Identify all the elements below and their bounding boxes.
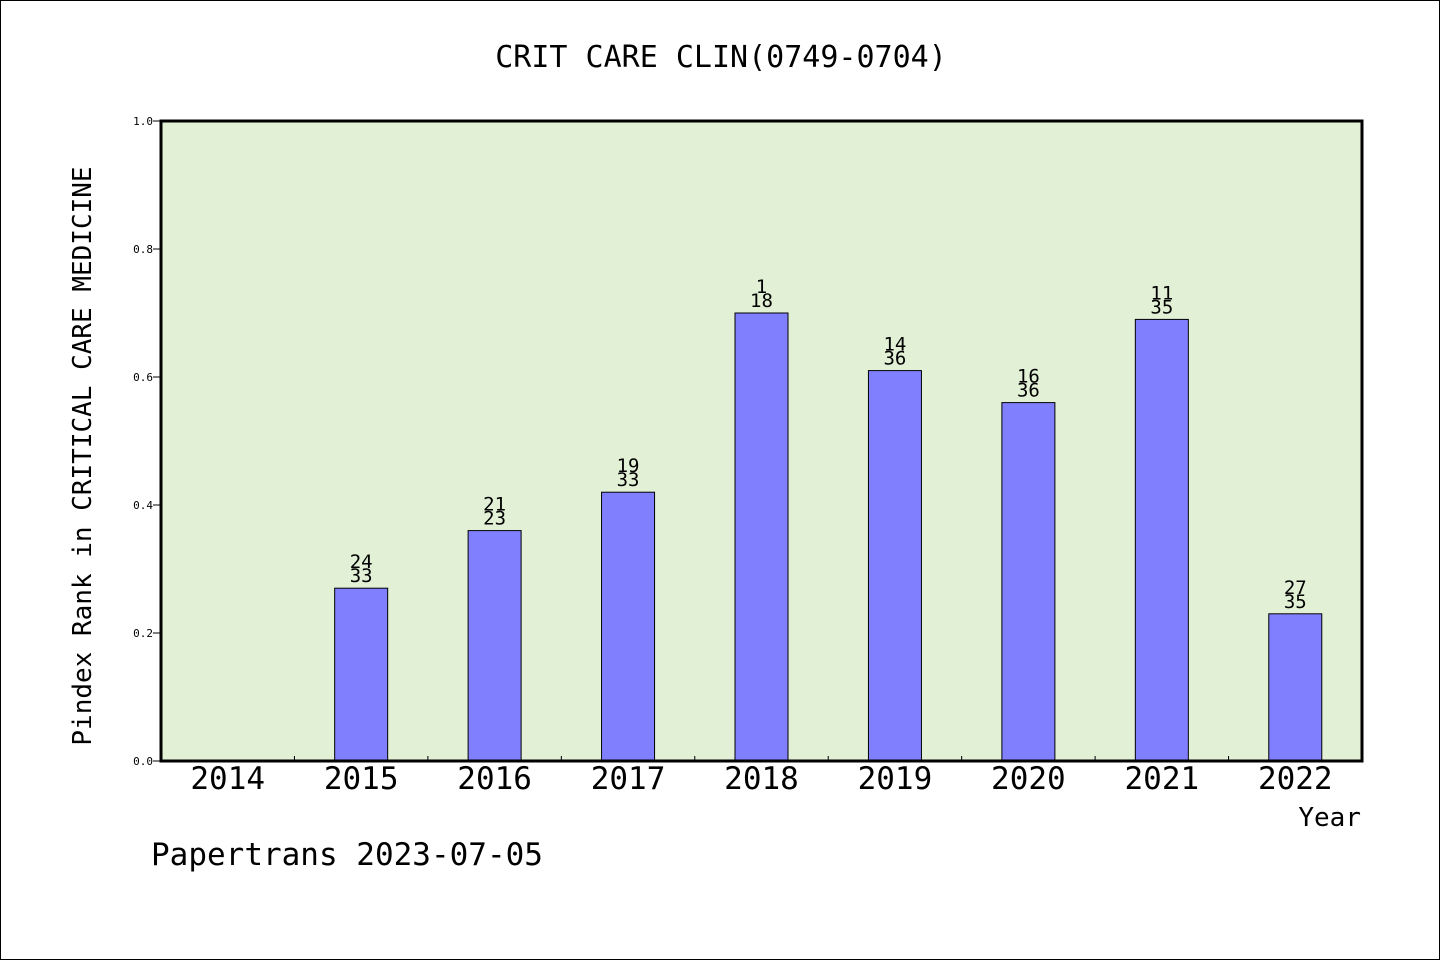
x-axis-label: Year bbox=[1298, 803, 1361, 833]
chart-title: CRIT CARE CLIN(0749-0704) bbox=[495, 40, 947, 75]
y-tick-label: 0.8 bbox=[133, 243, 153, 256]
bar-2016 bbox=[467, 530, 522, 762]
rank-label: 24 bbox=[350, 551, 373, 573]
bars bbox=[334, 312, 1323, 762]
total-label: 23 bbox=[483, 508, 506, 530]
bar-2019 bbox=[867, 370, 922, 762]
x-tick-label: 2014 bbox=[190, 761, 265, 797]
rank-label: 21 bbox=[483, 494, 506, 516]
x-tick-label: 2020 bbox=[991, 761, 1066, 797]
rank-label: 14 bbox=[883, 334, 906, 356]
rank-label: 11 bbox=[1150, 282, 1173, 304]
total-label: 33 bbox=[350, 565, 373, 587]
bar-2021 bbox=[1134, 318, 1189, 762]
rank-label: 16 bbox=[1017, 366, 1040, 388]
rank-label: 1 bbox=[756, 276, 767, 298]
credit-text: Papertrans 2023-07-05 bbox=[151, 837, 543, 873]
plot-border bbox=[159, 119, 1364, 763]
y-tick-label: 0.0 bbox=[133, 755, 153, 768]
rank-label: 19 bbox=[617, 455, 640, 477]
total-label: 35 bbox=[1284, 591, 1307, 613]
bar-2020 bbox=[1001, 402, 1056, 762]
x-tick-label: 2017 bbox=[591, 761, 666, 797]
x-tick-label: 2022 bbox=[1258, 761, 1333, 797]
y-tick-label: 0.2 bbox=[133, 627, 153, 640]
x-tick-label: 2018 bbox=[724, 761, 799, 797]
bar-2022 bbox=[1268, 613, 1323, 762]
y-tick-label: 0.6 bbox=[133, 371, 153, 384]
total-label: 18 bbox=[750, 290, 773, 312]
total-label: 35 bbox=[1150, 296, 1173, 318]
x-tick-label: 2015 bbox=[324, 761, 399, 797]
y-tick-label: 1.0 bbox=[133, 115, 153, 128]
total-label: 36 bbox=[883, 348, 906, 370]
x-axis-ticks: 2014 2015 2016 2017 2018 2019 2020 2021 2022 bbox=[190, 756, 1333, 797]
y-axis-ticks: 0.0 0.2 0.4 0.6 0.8 1.0 bbox=[133, 115, 161, 768]
bar-2017 bbox=[601, 491, 656, 762]
y-axis-label: Pindex Rank in CRITICAL CARE MEDICINE bbox=[68, 166, 98, 745]
rank-label: 27 bbox=[1284, 577, 1307, 599]
total-label: 36 bbox=[1017, 380, 1040, 402]
y-tick-label: 0.4 bbox=[133, 499, 153, 512]
x-tick-label: 2016 bbox=[457, 761, 532, 797]
x-tick-label: 2019 bbox=[858, 761, 933, 797]
bar-2015 bbox=[334, 587, 389, 762]
bar-2018 bbox=[734, 312, 789, 762]
total-label: 33 bbox=[617, 469, 640, 491]
x-tick-label: 2021 bbox=[1125, 761, 1200, 797]
